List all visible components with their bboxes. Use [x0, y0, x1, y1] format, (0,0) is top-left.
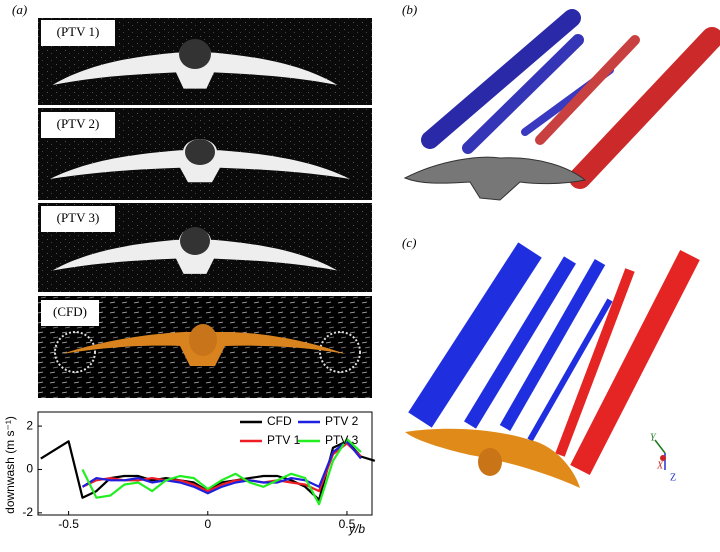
axis-letter: Y: [650, 432, 657, 443]
ptv3-image: [38, 203, 372, 292]
legend-label: PTV 3: [325, 433, 359, 447]
plot-frame: [37, 411, 373, 516]
panel-label: (c): [402, 235, 416, 250]
panel-label: (b): [402, 2, 417, 17]
y-tick-label: -2: [22, 505, 33, 519]
y-axis-title: downwash (m s⁻¹): [3, 416, 17, 514]
series-line: [81, 440, 362, 495]
image-tag: (PTV 2): [57, 116, 100, 131]
legend-label: PTV 1: [267, 433, 301, 447]
axis-triad: Y X Z: [650, 432, 676, 483]
series-line: [81, 438, 362, 506]
panel-label: (a): [12, 2, 27, 17]
x-tick-label: 0.5: [339, 517, 356, 531]
y-tick-label: 2: [26, 418, 33, 432]
x-tick-label: -0.5: [58, 517, 79, 531]
plot: -0.5 0 0.5 -2 0 2 CFD PTV 1 PTV 2 PTV 3: [22, 414, 376, 531]
x-axis-title: y/b: [348, 522, 365, 536]
image-tag: (CFD): [53, 304, 87, 319]
axis-letter: Z: [670, 472, 676, 483]
image-tag: (PTV 3): [57, 210, 100, 225]
legend-label: CFD: [267, 414, 292, 428]
legend-label: PTV 2: [325, 414, 359, 428]
wake-render-c: [405, 242, 700, 488]
x-tick-label: 0: [204, 517, 211, 531]
axis-letter: X: [656, 460, 664, 471]
y-tick-label: 0: [26, 462, 33, 476]
wake-render-b: [403, 9, 720, 201]
image-tags: (PTV 1) (PTV 2) (PTV 3) (CFD): [41, 20, 115, 326]
image-tag: (PTV 1): [57, 24, 100, 39]
